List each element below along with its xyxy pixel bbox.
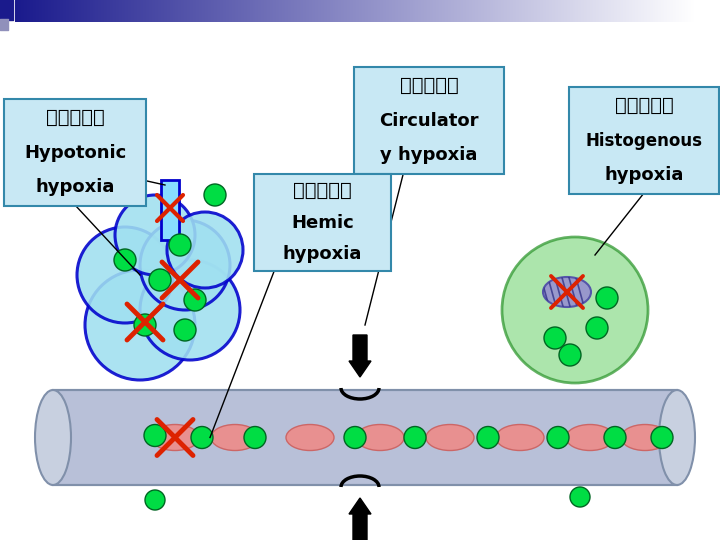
Circle shape	[244, 427, 266, 449]
Ellipse shape	[426, 424, 474, 450]
Text: 循环性缺氧: 循环性缺氧	[400, 76, 459, 95]
Ellipse shape	[659, 390, 695, 485]
Circle shape	[651, 427, 673, 449]
FancyBboxPatch shape	[254, 174, 391, 271]
Circle shape	[204, 184, 226, 206]
Circle shape	[547, 427, 569, 449]
FancyBboxPatch shape	[4, 99, 146, 206]
Circle shape	[77, 227, 173, 323]
Text: hypoxia: hypoxia	[283, 245, 362, 263]
Circle shape	[191, 427, 213, 449]
FancyBboxPatch shape	[569, 87, 719, 194]
Circle shape	[544, 327, 566, 349]
Circle shape	[404, 427, 426, 449]
FancyBboxPatch shape	[354, 67, 504, 174]
Circle shape	[115, 195, 195, 275]
Circle shape	[344, 427, 366, 449]
Ellipse shape	[566, 424, 614, 450]
Ellipse shape	[496, 424, 544, 450]
FancyBboxPatch shape	[161, 180, 179, 240]
Circle shape	[596, 287, 618, 309]
Circle shape	[174, 319, 196, 341]
FancyBboxPatch shape	[53, 390, 677, 485]
Circle shape	[145, 490, 165, 510]
Circle shape	[502, 237, 648, 383]
Ellipse shape	[286, 424, 334, 450]
Circle shape	[167, 212, 243, 288]
Text: 低张性缺氧: 低张性缺氧	[45, 108, 104, 127]
Circle shape	[140, 260, 240, 360]
Circle shape	[149, 269, 171, 291]
Circle shape	[477, 427, 499, 449]
Circle shape	[134, 314, 156, 336]
Circle shape	[169, 234, 191, 256]
Circle shape	[144, 424, 166, 447]
Circle shape	[604, 427, 626, 449]
FancyArrow shape	[349, 498, 371, 540]
Ellipse shape	[211, 424, 259, 450]
Text: Histogenous: Histogenous	[585, 132, 703, 150]
Circle shape	[85, 270, 195, 380]
Ellipse shape	[543, 277, 591, 307]
Text: Hemic: Hemic	[291, 213, 354, 232]
Text: 血液性缺氧: 血液性缺氧	[293, 181, 352, 200]
Circle shape	[114, 249, 136, 271]
Ellipse shape	[356, 424, 404, 450]
Text: Circulator: Circulator	[379, 111, 479, 130]
Text: hypoxia: hypoxia	[604, 166, 684, 185]
Text: y hypoxia: y hypoxia	[380, 146, 477, 165]
Text: hypoxia: hypoxia	[35, 179, 114, 197]
Circle shape	[184, 289, 206, 311]
Text: Hypotonic: Hypotonic	[24, 144, 126, 161]
Circle shape	[559, 344, 581, 366]
Text: 组织性缺氧: 组织性缺氧	[615, 96, 673, 115]
Ellipse shape	[151, 424, 199, 450]
Circle shape	[140, 220, 230, 310]
Ellipse shape	[621, 424, 669, 450]
Ellipse shape	[35, 390, 71, 485]
Circle shape	[586, 317, 608, 339]
Circle shape	[570, 487, 590, 507]
FancyArrow shape	[349, 335, 371, 377]
